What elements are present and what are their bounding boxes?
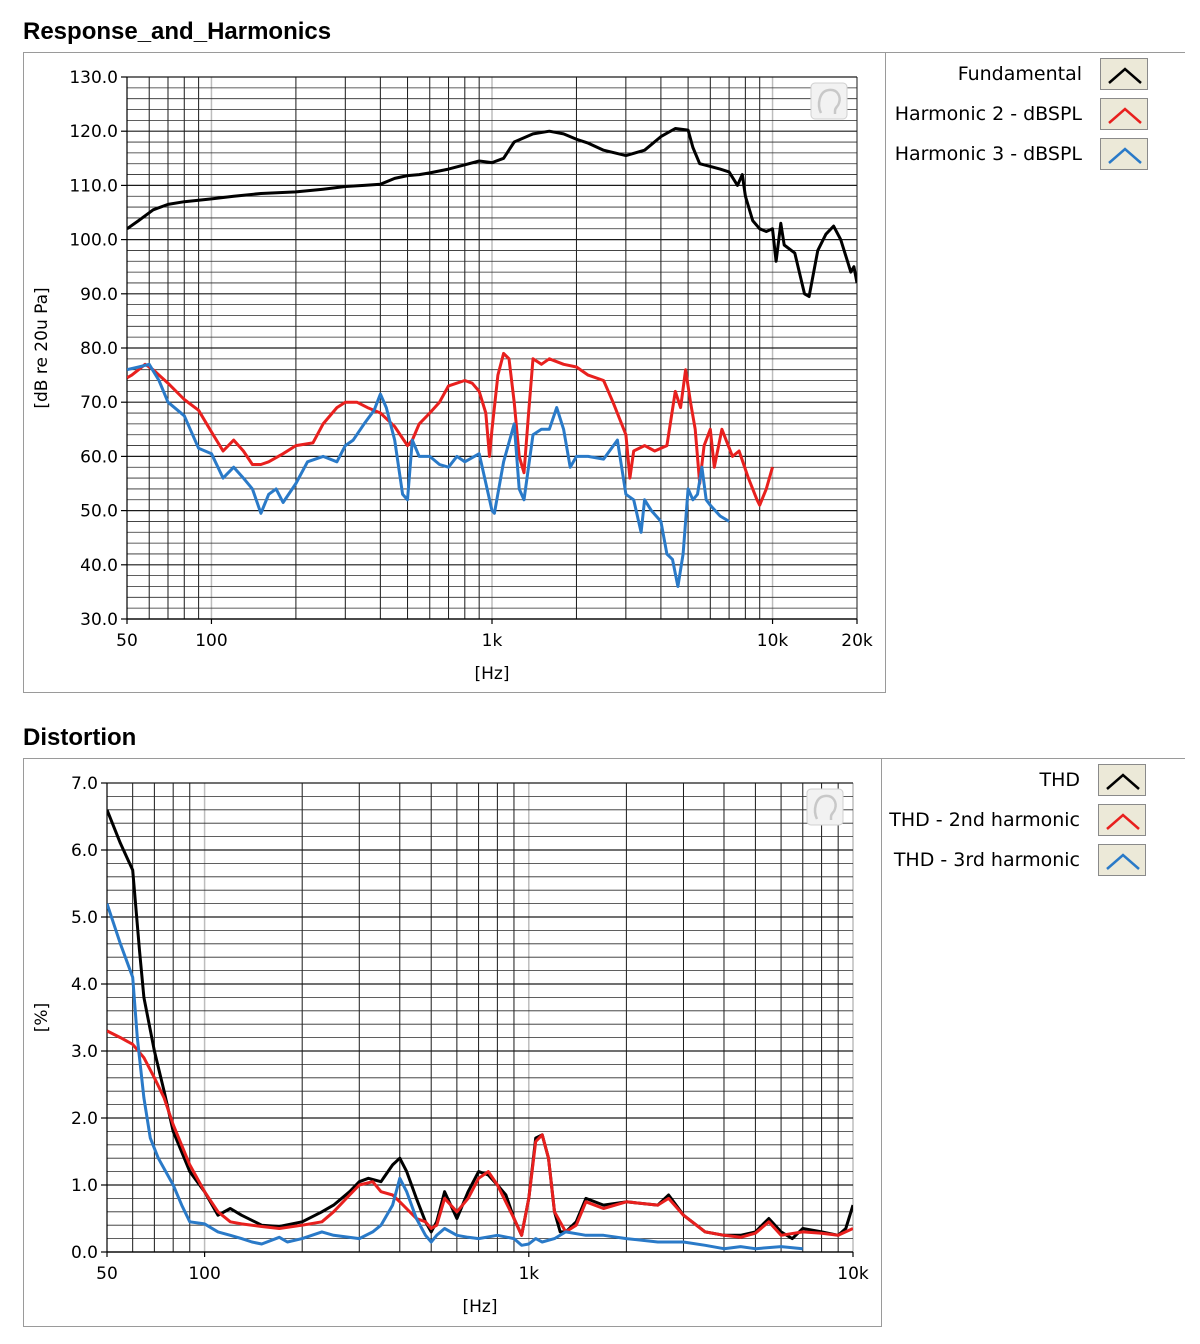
legend-label: Harmonic 2 - dBSPL bbox=[894, 103, 1082, 125]
graph-palette-icon bbox=[806, 788, 844, 826]
y-tick-label: 7.0 bbox=[71, 774, 98, 794]
chart2-frame bbox=[23, 758, 882, 1327]
y-tick-label: 2.0 bbox=[71, 1109, 98, 1129]
series-line-thd-3rd-harmonic bbox=[107, 903, 803, 1251]
plot-area bbox=[107, 783, 853, 1252]
series-line-thd-2nd-harmonic bbox=[107, 1029, 853, 1239]
legend-item-thd-3rd[interactable]: THD - 3rd harmonic bbox=[894, 844, 1146, 876]
response-harmonics-chart[interactable]: 30.0 40.0 50.0 60.0 70.0 80.0 90.0 100.0 110.0 12… bbox=[0, 0, 900, 700]
legend-item-fundamental[interactable]: Fundamental bbox=[958, 58, 1148, 90]
x-tick-label: 50 bbox=[96, 1264, 118, 1284]
legend-label: THD - 2nd harmonic bbox=[889, 809, 1080, 831]
line-swatch-icon bbox=[1098, 804, 1146, 836]
chart2-legend-separator bbox=[881, 758, 882, 1326]
y-axis-label: [dB re 20u Pa] bbox=[32, 287, 52, 408]
y-tick-label: 6.0 bbox=[71, 841, 98, 861]
line-swatch-icon bbox=[1098, 844, 1146, 876]
x-axis-label: [Hz] bbox=[463, 1297, 498, 1317]
y-tick-label: 0.0 bbox=[71, 1243, 98, 1263]
icon-bg bbox=[806, 788, 844, 826]
legend-label: Harmonic 3 - dBSPL bbox=[894, 143, 1082, 165]
line-swatch-icon bbox=[1100, 98, 1148, 130]
x-tick-label: 20k bbox=[841, 631, 873, 651]
x-tick-label: 1k bbox=[482, 631, 503, 651]
y-axis-label: [%] bbox=[32, 1003, 52, 1032]
legend-item-thd-2nd[interactable]: THD - 2nd harmonic bbox=[889, 804, 1146, 836]
y-tick-label: 4.0 bbox=[71, 975, 98, 995]
y-tick-label: 1.0 bbox=[71, 1176, 98, 1196]
series-line-harmonic-3-dbspl bbox=[127, 362, 730, 588]
x-axis-label: [Hz] bbox=[475, 664, 510, 684]
x-tick-label: 10k bbox=[757, 631, 789, 651]
y-tick-label: 3.0 bbox=[71, 1042, 98, 1062]
legend-item-harmonic-2[interactable]: Harmonic 2 - dBSPL bbox=[895, 98, 1148, 130]
line-swatch-icon bbox=[1100, 58, 1148, 90]
legend-label: THD bbox=[1039, 769, 1080, 791]
chart1-title: Response_and_Harmonics bbox=[23, 18, 332, 45]
graph-palette-icon bbox=[810, 82, 848, 120]
x-tick-label: 1k bbox=[518, 1264, 539, 1284]
y-tick-label: 100.0 bbox=[69, 231, 118, 251]
y-tick-label: 90.0 bbox=[80, 285, 118, 305]
y-tick-label: 30.0 bbox=[80, 610, 118, 630]
icon-shape bbox=[813, 794, 837, 820]
legend-label: THD - 3rd harmonic bbox=[893, 849, 1080, 871]
line-swatch-icon bbox=[1100, 138, 1148, 170]
x-tick-label: 100 bbox=[188, 1264, 220, 1284]
y-tick-label: 80.0 bbox=[80, 339, 118, 359]
series-line-harmonic-2-dbspl bbox=[127, 351, 774, 507]
legend-label: Fundamental bbox=[957, 63, 1082, 85]
chart2-title: Distortion bbox=[23, 724, 137, 751]
legend-item-harmonic-3[interactable]: Harmonic 3 - dBSPL bbox=[895, 138, 1148, 170]
y-tick-label: 40.0 bbox=[80, 556, 118, 576]
icon-shape bbox=[817, 88, 841, 114]
line-swatch-icon bbox=[1098, 764, 1146, 796]
x-tick-label: 50 bbox=[116, 631, 138, 651]
grid bbox=[126, 76, 858, 620]
y-tick-label: 5.0 bbox=[71, 908, 98, 928]
chart2-header-rule bbox=[23, 758, 1185, 759]
y-tick-label: 130.0 bbox=[69, 68, 118, 88]
legend-item-thd[interactable]: THD bbox=[1039, 764, 1146, 796]
y-tick-label: 110.0 bbox=[69, 176, 118, 196]
series-line-fundamental bbox=[127, 127, 857, 298]
y-tick-label: 50.0 bbox=[80, 502, 118, 522]
chart1-header-rule bbox=[23, 52, 1185, 53]
y-tick-label: 60.0 bbox=[80, 447, 118, 467]
grid bbox=[106, 782, 854, 1253]
chart1-frame bbox=[23, 52, 886, 693]
x-tick-label: 100 bbox=[195, 631, 227, 651]
chart1-legend-separator bbox=[885, 52, 886, 692]
y-tick-label: 70.0 bbox=[80, 393, 118, 413]
y-tick-label: 120.0 bbox=[69, 122, 118, 142]
distortion-chart[interactable]: 0.0 1.0 2.0 3.0 4.0 5.0 6.0 7.0 50 100 1k 10k [Hz] [%… bbox=[0, 0, 900, 1344]
x-tick-label: 10k bbox=[837, 1264, 869, 1284]
